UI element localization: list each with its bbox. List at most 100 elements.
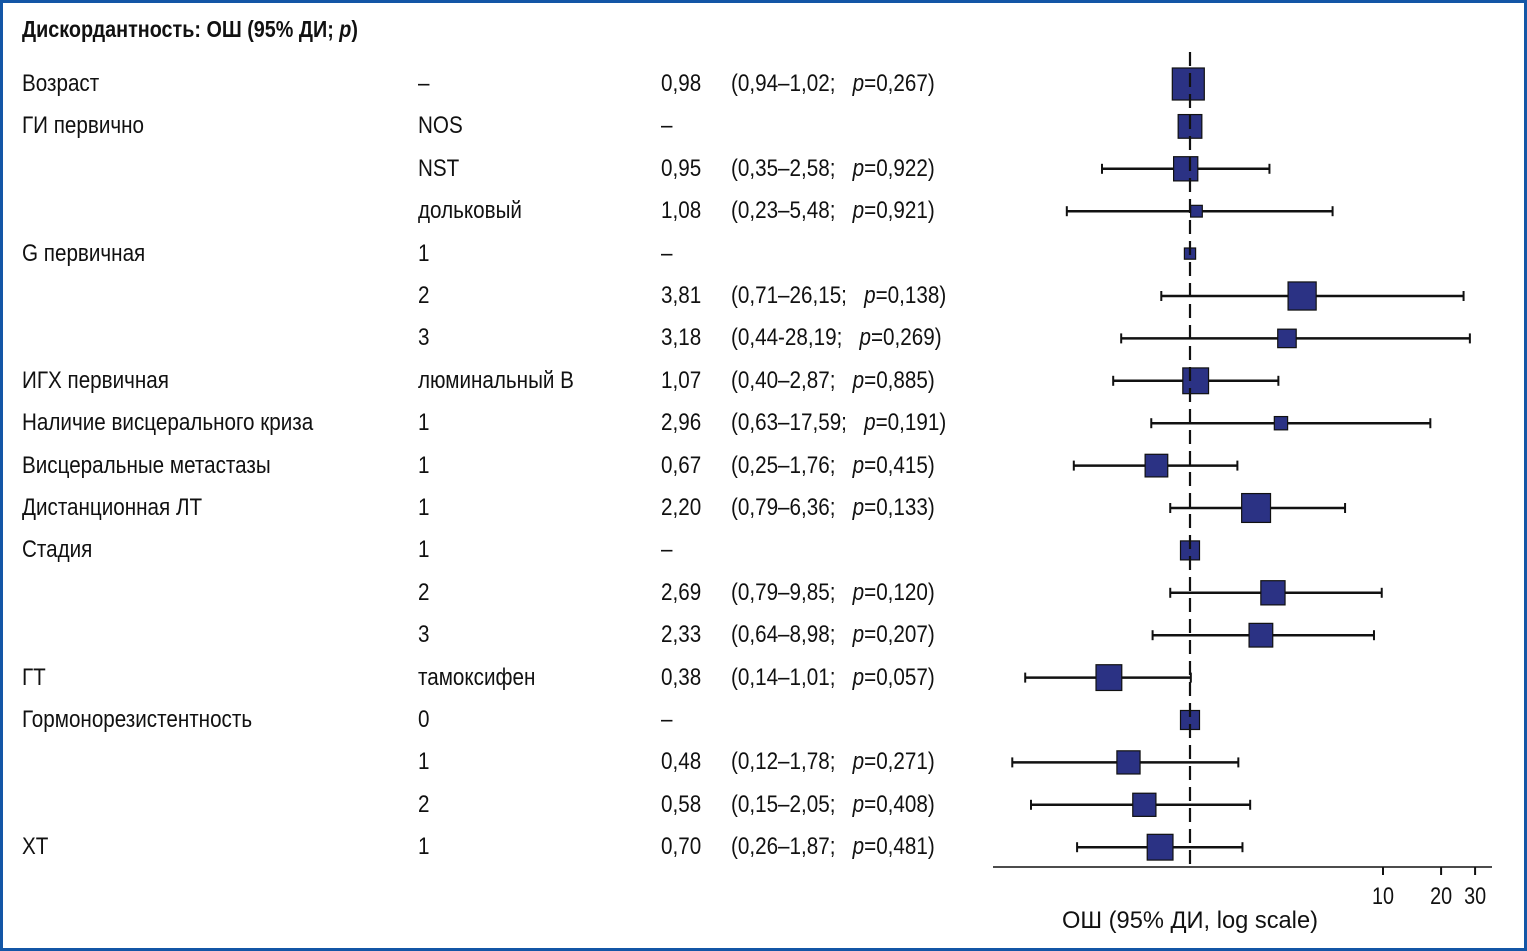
ci-and-p: (0,25–1,76; p=0,415) bbox=[731, 452, 935, 480]
variable-label: Возраст bbox=[22, 70, 100, 97]
or-value: 0,38 bbox=[661, 663, 702, 691]
p-value: p=0,921) bbox=[835, 197, 935, 225]
or-marker bbox=[1182, 367, 1210, 395]
or-value: – bbox=[661, 706, 673, 733]
p-number: =0,271) bbox=[864, 748, 935, 776]
p-value: p=0,057) bbox=[835, 663, 935, 691]
or-value: 0,67 bbox=[661, 451, 702, 479]
table-row: ГТ тамоксифен 0,38 (0,14–1,01; p=0,057) bbox=[0, 664, 990, 694]
p-symbol: p bbox=[864, 409, 876, 437]
p-number: =0,267) bbox=[864, 70, 935, 97]
ci-value: (0,79–6,36; bbox=[731, 494, 836, 521]
or-value: 0,95 bbox=[661, 154, 702, 182]
p-value: p=0,408) bbox=[835, 790, 935, 818]
p-number: =0,133) bbox=[864, 494, 935, 521]
level-label: 1 bbox=[418, 833, 430, 861]
ci-and-p: (0,23–5,48; p=0,921) bbox=[731, 197, 935, 225]
level-label: 1 bbox=[418, 536, 430, 564]
p-value: p=0,415) bbox=[835, 451, 935, 479]
variable-label: Висцеральные метастазы bbox=[22, 451, 271, 479]
or-marker bbox=[1116, 750, 1141, 775]
chart-title: Дискордантность: ОШ (95% ДИ; p) bbox=[22, 16, 358, 43]
p-number: =0,408) bbox=[864, 790, 935, 818]
p-value: p=0,885) bbox=[835, 366, 935, 394]
p-number: =0,191) bbox=[875, 409, 947, 437]
ci-and-p: (0,14–1,01; p=0,057) bbox=[731, 664, 935, 692]
table-row: Дистанционная ЛТ 1 2,20 (0,79–6,36; p=0,133… bbox=[0, 494, 990, 524]
variable-label: Дистанционная ЛТ bbox=[22, 494, 203, 521]
table-row: 3 2,33 (0,64–8,98; p=0,207) bbox=[0, 621, 990, 651]
variable-label: ХТ bbox=[22, 833, 49, 861]
p-symbol: p bbox=[852, 621, 865, 649]
or-value: 0,98 bbox=[661, 70, 702, 97]
table-row: Висцеральные метастазы 1 0,67 (0,25–1,76; p… bbox=[0, 452, 990, 482]
x-axis-label: ОШ (95% ДИ, log scale) bbox=[1062, 907, 1318, 934]
or-value: 0,58 bbox=[661, 790, 702, 818]
level-label: 1 bbox=[418, 494, 430, 521]
table-row: Возраст – 0,98 (0,94–1,02; p=0,267) bbox=[0, 70, 990, 100]
x-tick-label: 20 bbox=[1430, 883, 1452, 910]
ci-value: (0,23–5,48; bbox=[731, 197, 836, 225]
or-value: – bbox=[661, 536, 673, 564]
p-symbol: p bbox=[852, 154, 865, 182]
ci-and-p: (0,35–2,58; p=0,922) bbox=[731, 155, 935, 183]
ci-and-p: (0,63–17,59; p=0,191) bbox=[731, 409, 946, 437]
or-value: 1,08 bbox=[661, 197, 702, 225]
p-value: p=0,267) bbox=[835, 70, 935, 97]
level-label: 1 bbox=[418, 409, 430, 437]
p-symbol: p bbox=[852, 578, 865, 606]
or-value: – bbox=[661, 239, 673, 267]
ci-value: (0,26–1,87; bbox=[731, 833, 836, 861]
or-marker bbox=[1273, 415, 1289, 431]
ci-value: (0,44-28,19; bbox=[731, 324, 843, 352]
ci-and-p: (0,40–2,87; p=0,885) bbox=[731, 367, 935, 395]
ci-and-p: (0,15–2,05; p=0,408) bbox=[731, 791, 935, 819]
or-value: 0,70 bbox=[661, 833, 702, 861]
level-label: – bbox=[418, 70, 430, 97]
title-text: Дискордантность: ОШ (95% ДИ; bbox=[22, 16, 340, 42]
table-row: 3 3,18 (0,44-28,19; p=0,269) bbox=[0, 324, 990, 354]
or-value: 2,69 bbox=[661, 578, 702, 606]
ci-and-p: (0,71–26,15; p=0,138) bbox=[731, 282, 946, 310]
p-number: =0,207) bbox=[864, 621, 935, 649]
ci-and-p: (0,64–8,98; p=0,207) bbox=[731, 621, 935, 649]
variable-label: ИГХ первичная bbox=[22, 366, 169, 394]
variable-label: ГИ первично bbox=[22, 112, 145, 140]
ci-value: (0,12–1,78; bbox=[731, 748, 836, 776]
p-symbol: p bbox=[852, 451, 865, 479]
p-symbol: p bbox=[852, 833, 865, 861]
table-row: ИГХ первичная люминальный B 1,07 (0,40–2,87… bbox=[0, 367, 990, 397]
or-marker bbox=[1146, 833, 1174, 861]
table-row: 2 3,81 (0,71–26,15; p=0,138) bbox=[0, 282, 990, 312]
table-row: ХТ 1 0,70 (0,26–1,87; p=0,481) bbox=[0, 833, 990, 863]
p-number: =0,057) bbox=[864, 663, 935, 691]
ci-value: (0,64–8,98; bbox=[731, 621, 836, 649]
ci-value: (0,63–17,59; bbox=[731, 409, 847, 437]
x-tick-label: 10 bbox=[1372, 883, 1394, 910]
table-row: 1 0,48 (0,12–1,78; p=0,271) bbox=[0, 748, 990, 778]
p-symbol: p bbox=[852, 366, 865, 394]
p-value: p=0,271) bbox=[835, 748, 935, 776]
p-symbol: p bbox=[852, 748, 865, 776]
table-row: Стадия 1 – bbox=[0, 536, 990, 566]
variable-label: G первичная bbox=[22, 239, 146, 267]
or-value: 0,48 bbox=[661, 748, 702, 776]
or-value: – bbox=[661, 112, 673, 140]
or-value: 3,18 bbox=[661, 324, 702, 352]
p-symbol: p bbox=[852, 663, 865, 691]
ci-and-p: (0,79–6,36; p=0,133) bbox=[731, 494, 935, 522]
p-number: =0,138) bbox=[875, 282, 947, 309]
p-symbol: p bbox=[852, 197, 865, 225]
ci-value: (0,71–26,15; bbox=[731, 282, 847, 309]
level-label: 0 bbox=[418, 706, 430, 733]
ci-value: (0,94–1,02; bbox=[731, 70, 836, 97]
or-value: 2,20 bbox=[661, 494, 702, 521]
level-label: 1 bbox=[418, 748, 430, 776]
p-number: =0,481) bbox=[864, 833, 935, 861]
p-value: p=0,269) bbox=[842, 324, 942, 352]
p-symbol: p bbox=[859, 324, 872, 352]
level-label: NST bbox=[418, 154, 460, 182]
ci-value: (0,40–2,87; bbox=[731, 366, 836, 394]
p-symbol: p bbox=[852, 790, 865, 818]
